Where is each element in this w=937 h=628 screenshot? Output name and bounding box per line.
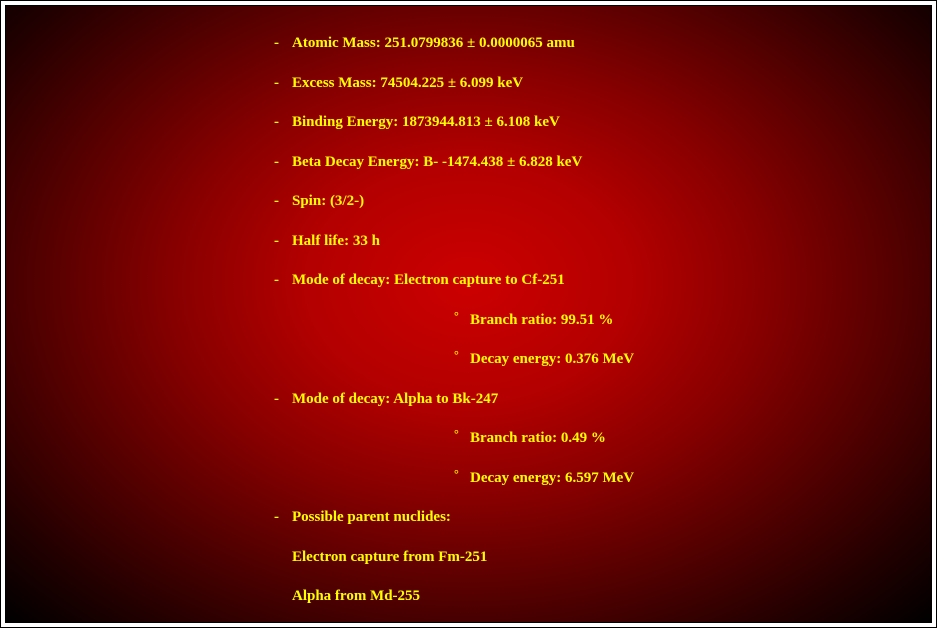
decay-ec-branch-ratio: ° Branch ratio: 99.51 %: [454, 311, 911, 331]
decay-heading-text: Mode of decay: Alpha to Bk-247: [292, 390, 498, 410]
degree-bullet: °: [454, 348, 470, 368]
degree-bullet: °: [454, 309, 470, 329]
property-text: Beta Decay Energy: B- -1474.438 ± 6.828 …: [292, 153, 582, 173]
decay-mode-ec-heading: - Mode of decay: Electron capture to Cf-…: [274, 271, 911, 291]
dash-bullet: -: [274, 74, 292, 94]
dash-bullet: -: [274, 508, 292, 528]
dash-bullet: -: [274, 113, 292, 133]
property-text: Atomic Mass: 251.0799836 ± 0.0000065 amu: [292, 34, 575, 54]
outer-frame: - Atomic Mass: 251.0799836 ± 0.0000065 a…: [0, 0, 937, 628]
dash-bullet: -: [274, 232, 292, 252]
degree-bullet: °: [454, 467, 470, 487]
parent-line-alpha: Alpha from Md-255: [292, 587, 911, 607]
decay-alpha-branch-ratio: ° Branch ratio: 0.49 %: [454, 429, 911, 449]
content-panel: - Atomic Mass: 251.0799836 ± 0.0000065 a…: [5, 5, 932, 623]
property-binding-energy: - Binding Energy: 1873944.813 ± 6.108 ke…: [274, 113, 911, 133]
sub-text: Decay energy: 0.376 MeV: [470, 350, 634, 370]
dash-bullet: -: [274, 34, 292, 54]
property-text: Spin: (3/2-): [292, 192, 364, 212]
decay-heading-text: Mode of decay: Electron capture to Cf-25…: [292, 271, 565, 291]
property-text: Excess Mass: 74504.225 ± 6.099 keV: [292, 74, 523, 94]
parent-nuclides-heading: - Possible parent nuclides:: [274, 508, 911, 528]
parent-text: Electron capture from Fm-251: [292, 549, 487, 565]
dash-bullet: -: [274, 192, 292, 212]
dash-bullet: -: [274, 271, 292, 291]
parents-heading-text: Possible parent nuclides:: [292, 508, 451, 528]
parent-text: Alpha from Md-255: [292, 588, 420, 604]
property-text: Half life: 33 h: [292, 232, 380, 252]
decay-ec-energy: ° Decay energy: 0.376 MeV: [454, 350, 911, 370]
property-half-life: - Half life: 33 h: [274, 232, 911, 252]
property-atomic-mass: - Atomic Mass: 251.0799836 ± 0.0000065 a…: [274, 34, 911, 54]
dash-bullet: -: [274, 390, 292, 410]
property-beta-decay: - Beta Decay Energy: B- -1474.438 ± 6.82…: [274, 153, 911, 173]
sub-text: Branch ratio: 99.51 %: [470, 311, 613, 331]
sub-text: Decay energy: 6.597 MeV: [470, 469, 634, 489]
property-excess-mass: - Excess Mass: 74504.225 ± 6.099 keV: [274, 74, 911, 94]
decay-alpha-energy: ° Decay energy: 6.597 MeV: [454, 469, 911, 489]
sub-text: Branch ratio: 0.49 %: [470, 429, 606, 449]
parent-line-ec: Electron capture from Fm-251: [292, 548, 911, 568]
decay-mode-alpha-heading: - Mode of decay: Alpha to Bk-247: [274, 390, 911, 410]
property-text: Binding Energy: 1873944.813 ± 6.108 keV: [292, 113, 560, 133]
degree-bullet: °: [454, 427, 470, 447]
dash-bullet: -: [274, 153, 292, 173]
property-spin: - Spin: (3/2-): [274, 192, 911, 212]
